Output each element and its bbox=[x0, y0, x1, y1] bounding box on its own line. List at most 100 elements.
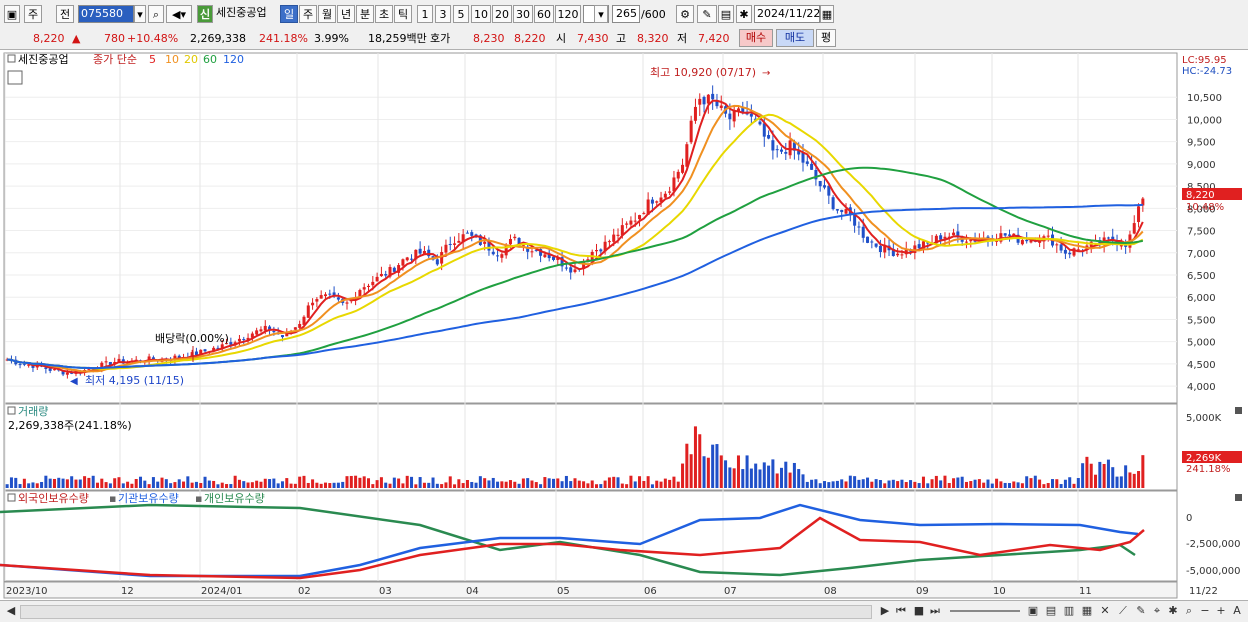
price-tick-label: 5,500 bbox=[1187, 315, 1216, 326]
draw-tool-icon[interactable]: ✎ bbox=[697, 5, 717, 23]
volume-bar bbox=[500, 481, 504, 488]
settings-icon[interactable]: ✱ bbox=[1168, 604, 1178, 617]
interval-year[interactable]: 년 bbox=[337, 5, 355, 23]
search-icon[interactable]: ⌕ bbox=[148, 5, 164, 23]
interval-week[interactable]: 주 bbox=[299, 5, 317, 23]
zoom-icon[interactable]: ⌕ bbox=[1185, 604, 1193, 617]
last-icon[interactable]: ⏭ bbox=[930, 604, 940, 617]
candle-body bbox=[810, 163, 814, 170]
count-input[interactable]: 265 bbox=[612, 5, 640, 23]
volume-bar bbox=[336, 482, 340, 488]
volume-bar bbox=[521, 478, 525, 488]
volume-bar bbox=[332, 482, 336, 488]
volume-bar bbox=[883, 483, 887, 488]
window-icon[interactable]: ▣ bbox=[4, 5, 20, 23]
volume-bar bbox=[805, 481, 809, 488]
candle-body bbox=[367, 285, 371, 287]
chevron-down-icon[interactable]: ▾ bbox=[594, 5, 608, 23]
legend-box-icon[interactable] bbox=[7, 54, 16, 63]
buy-button[interactable]: 매수 bbox=[739, 29, 773, 47]
table-icon[interactable] bbox=[7, 70, 23, 85]
num-btn-1[interactable]: 1 bbox=[417, 5, 433, 23]
volume-bar bbox=[246, 482, 250, 488]
volume-bar bbox=[616, 477, 620, 488]
layout-icon[interactable]: ▣ bbox=[1027, 604, 1039, 617]
date-input[interactable]: 2024/11/22 bbox=[754, 5, 820, 23]
interval-second[interactable]: 초 bbox=[375, 5, 393, 23]
volume-bar bbox=[14, 477, 18, 488]
candle-body bbox=[995, 240, 999, 242]
volume-bar bbox=[840, 479, 844, 488]
x-tick-label: 09 bbox=[916, 586, 929, 597]
trend-icon[interactable]: ⟋ bbox=[1119, 604, 1127, 617]
settings-tool-icon[interactable]: ⚙ bbox=[676, 5, 694, 23]
scroll-left-icon[interactable]: ◀ bbox=[6, 604, 16, 617]
volume-close-icon[interactable] bbox=[1235, 407, 1242, 414]
grid-icon[interactable]: ▦ bbox=[1081, 604, 1093, 617]
num-btn-5[interactable]: 5 bbox=[453, 5, 469, 23]
num-btn-120[interactable]: 120 bbox=[555, 5, 581, 23]
plus-icon[interactable]: + bbox=[1216, 604, 1226, 617]
interval-minute[interactable]: 분 bbox=[356, 5, 374, 23]
volume-bar bbox=[384, 482, 388, 488]
volume-bar bbox=[87, 477, 91, 488]
candle-body bbox=[405, 257, 409, 261]
holding-axis-0: 0 bbox=[1186, 513, 1192, 524]
layout3-icon[interactable]: ▥ bbox=[1063, 604, 1075, 617]
volume-bar bbox=[27, 483, 31, 488]
eval-button[interactable]: 평 bbox=[816, 29, 836, 47]
num-btn-3[interactable]: 3 bbox=[435, 5, 451, 23]
zoom-slider[interactable] bbox=[950, 610, 1020, 612]
candle-body bbox=[513, 236, 517, 239]
pin-icon[interactable]: ⌖ bbox=[1153, 604, 1161, 617]
volume-box-icon[interactable] bbox=[7, 406, 16, 415]
gear-icon[interactable]: ✱ bbox=[736, 5, 752, 23]
price-panel-frame bbox=[3, 52, 1178, 404]
note-icon[interactable]: ✎ bbox=[1136, 604, 1146, 617]
volume-bar bbox=[693, 426, 697, 488]
candle-body bbox=[427, 249, 431, 257]
annotation-low-arrow: ◀ bbox=[70, 376, 78, 387]
price-tick-label: 5,000 bbox=[1187, 338, 1216, 349]
cross-icon[interactable]: ✕ bbox=[1100, 604, 1110, 617]
volume-bar bbox=[534, 482, 538, 488]
volume-bar bbox=[1102, 463, 1106, 488]
prev-select[interactable]: 전 bbox=[56, 5, 74, 23]
volume-bar bbox=[1124, 465, 1128, 488]
scrollbar-track[interactable] bbox=[20, 605, 872, 619]
code-input[interactable]: 075580 bbox=[78, 5, 134, 23]
num-btn-20[interactable]: 20 bbox=[492, 5, 512, 23]
num-btn-30[interactable]: 30 bbox=[513, 5, 533, 23]
interval-tick[interactable]: 틱 bbox=[394, 5, 412, 23]
calendar-icon[interactable]: ▦ bbox=[820, 5, 834, 23]
holding-close-icon[interactable] bbox=[1235, 494, 1242, 501]
period-select[interactable]: 주 bbox=[24, 5, 42, 23]
volume-bar bbox=[659, 481, 663, 488]
candle-body bbox=[827, 185, 831, 196]
interval-day[interactable]: 일 bbox=[280, 5, 298, 23]
stop-icon[interactable]: ■ bbox=[913, 604, 925, 617]
candle-body bbox=[564, 267, 568, 269]
speaker-icon[interactable]: ◀▾ bbox=[166, 5, 192, 23]
volume-bar bbox=[263, 478, 267, 488]
minus-icon[interactable]: − bbox=[1200, 604, 1210, 617]
holding-box-icon[interactable] bbox=[7, 493, 16, 502]
chevron-down-icon[interactable]: ▾ bbox=[134, 5, 146, 23]
volume-bars bbox=[5, 426, 1145, 488]
volume-bar bbox=[977, 479, 981, 488]
font-icon[interactable]: A bbox=[1233, 604, 1241, 617]
volume-bar bbox=[969, 481, 973, 488]
scroll-right-icon[interactable]: ▶ bbox=[880, 604, 890, 617]
save-icon[interactable]: ▤ bbox=[718, 5, 734, 23]
x-tick-label: 06 bbox=[644, 586, 657, 597]
sell-button[interactable]: 매도 bbox=[776, 29, 814, 47]
num-btn-10[interactable]: 10 bbox=[471, 5, 491, 23]
annotation-dividend: 배당락(0.00%) bbox=[155, 332, 229, 345]
candle-body bbox=[1025, 239, 1029, 242]
num-btn-60[interactable]: 60 bbox=[534, 5, 554, 23]
candle-body bbox=[216, 347, 220, 349]
interval-month[interactable]: 월 bbox=[318, 5, 336, 23]
layout2-icon[interactable]: ▤ bbox=[1045, 604, 1057, 617]
volume-bar bbox=[784, 461, 788, 488]
first-icon[interactable]: ⏮ bbox=[896, 604, 906, 617]
